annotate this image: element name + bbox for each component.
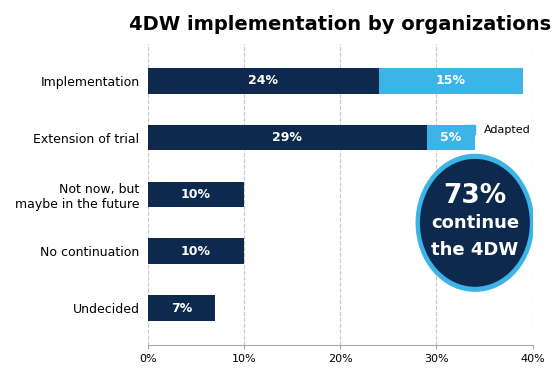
- Text: 10%: 10%: [181, 245, 211, 258]
- Text: 7%: 7%: [171, 302, 192, 315]
- Title: 4DW implementation by organizations: 4DW implementation by organizations: [129, 15, 551, 34]
- Bar: [148, 68, 379, 94]
- Text: continue: continue: [431, 214, 519, 232]
- Text: 29%: 29%: [272, 131, 302, 144]
- Bar: [427, 125, 475, 150]
- Bar: [148, 238, 244, 264]
- Bar: [148, 182, 244, 207]
- Bar: [148, 125, 427, 150]
- Legend: Adapted: Adapted: [464, 125, 531, 135]
- Bar: [379, 68, 523, 94]
- Text: 73%: 73%: [444, 183, 507, 209]
- Bar: [148, 295, 215, 321]
- Text: the 4DW: the 4DW: [431, 241, 519, 259]
- Text: 10%: 10%: [181, 188, 211, 201]
- Text: 15%: 15%: [436, 74, 466, 87]
- Ellipse shape: [416, 154, 534, 292]
- Text: 5%: 5%: [440, 131, 461, 144]
- Ellipse shape: [420, 159, 530, 287]
- Text: 24%: 24%: [248, 74, 278, 87]
